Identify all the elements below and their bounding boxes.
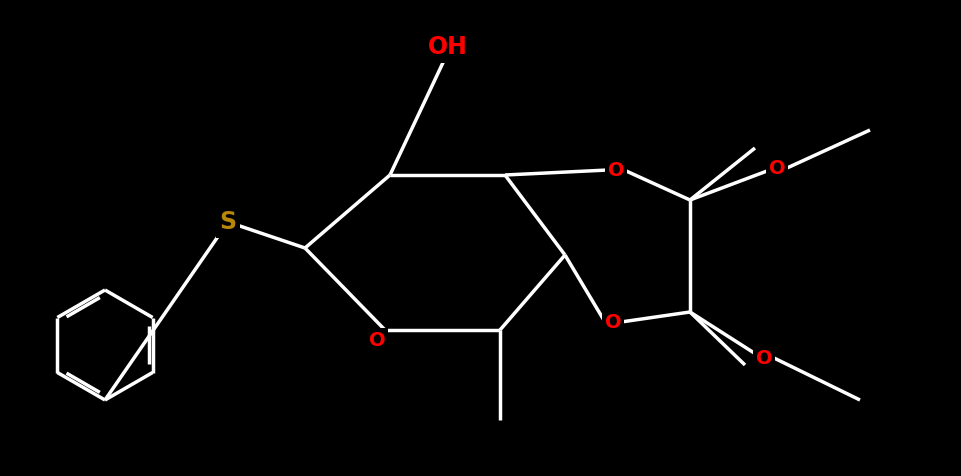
Text: O: O [768, 159, 784, 178]
Text: OH: OH [428, 35, 467, 59]
Text: S: S [219, 210, 236, 234]
Text: O: O [607, 160, 624, 179]
Text: O: O [604, 313, 621, 331]
Text: O: O [368, 330, 385, 349]
Text: O: O [755, 348, 772, 367]
